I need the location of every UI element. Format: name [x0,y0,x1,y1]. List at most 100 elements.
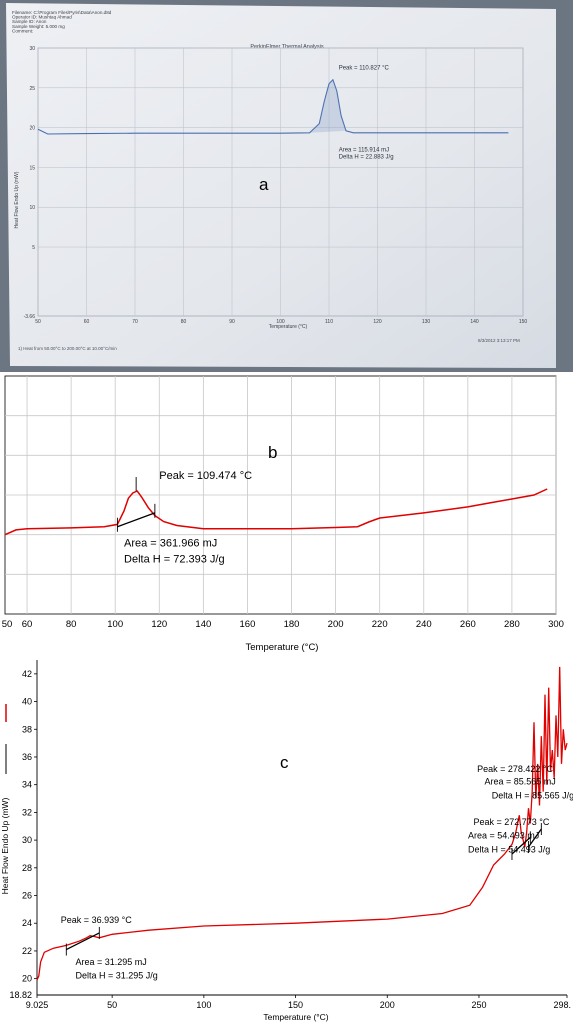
y-axis-label: Heat Flow Endo Up (mW) [0,797,10,894]
chart-b: 50 60 80 100 120 140 160 180 200 220 240 260 280 300 … [2,375,564,653]
x-tick-label: 100 [276,319,285,325]
integration-baseline [511,836,531,855]
x-tick-label: 298. [553,1000,571,1010]
x-tick-label: 120 [373,319,382,325]
x-tick-label: 120 [151,619,167,630]
x-tick-label: 100 [196,1000,211,1010]
y-tick-label: 18.82 [9,990,32,1000]
chart-c: 20 22 24 26 28 30 32 34 36 38 40 42 18.829.025 50 100 1… [0,660,573,1022]
annotation: Peak = 110.827 °C [339,65,390,71]
baseline-markers [116,477,156,532]
tick-labels: 20 22 24 26 28 30 32 34 36 38 40 42 18.829.025 50 100 1… [9,669,571,1010]
y-tick-label: 36 [22,752,32,762]
y-tick-label: 26 [22,891,32,901]
y-tick-label: -3.66 [24,314,36,320]
y-tick-label: 30 [29,46,35,52]
series-line [37,78,509,135]
paper-sheet [6,3,556,368]
header-block: Filename: C:\Program Files\Pyris\Data\An… [12,10,112,33]
annotation: Delta H = 22.883 J/g [339,155,394,161]
panel-label-a: a [259,175,269,194]
y-tick-label: 10 [29,205,35,211]
x-tick-label: 140 [470,319,479,325]
header-line: Sample Weight: 5.000 mg [12,24,65,29]
y-tick-label: 40 [22,697,32,707]
annotations: Peak = 36.939 °C Area = 31.295 mJ Delta H … [61,764,573,980]
footer-right: 8/3/2012 3:13:17 PM [478,338,520,343]
x-tick-label: 80 [181,319,187,325]
x-tick-label: 110 [325,319,333,325]
annotation: Area = 54.493 mJ [468,831,539,841]
y-tick-label: 32 [22,807,32,817]
y-tick-label: 38 [22,724,32,734]
panel-label-b: b [268,443,277,462]
x-axis-label: Temperature (°C) [246,642,319,653]
peak-area [309,79,346,133]
x-tick-label: 200 [328,619,344,630]
header-line: Comment: [12,28,33,33]
header-line: Sample ID: Anon [12,19,47,24]
x-tick-label: 260 [460,619,476,630]
x-tick-label: 250 [471,1000,486,1010]
x-tick-label: 280 [504,619,520,630]
chart-a: Filename: C:\Program Files\Pyris\Data\An… [0,0,573,372]
baseline-markers [65,823,542,956]
series-line [4,488,548,536]
x-tick-label: 50 [2,619,13,630]
x-tick-label: 220 [372,619,388,630]
x-axis-label: Temperature (°C) [263,1012,328,1022]
axes [34,660,568,998]
y-tick-label: 5 [32,245,35,251]
integration-baseline [66,932,100,951]
annotation: Delta H = 85.565 J/g [492,791,573,801]
header-line: Filename: C:\Program Files\Pyris\Data\An… [12,10,112,15]
header-line: Operator ID: Mushtaq Ahmad [12,15,72,20]
panel-a: Filename: C:\Program Files\Pyris\Data\An… [0,0,573,372]
integration-baseline [117,512,156,528]
chart-title: PerkinElmer Thermal Analysis [250,44,324,50]
y-tick-label: 24 [22,918,32,928]
x-tick-label: 130 [422,319,431,325]
annotation: Delta H = 72.393 J/g [124,553,225,565]
x-tick-label: 90 [229,319,235,325]
grid [4,375,557,615]
x-tick-label: 150 [519,319,528,325]
annotation: Peak = 272.773 °C [473,817,549,827]
annotation: Delta H = 54.493 J/g [468,845,550,855]
y-tick-label: 15 [29,165,35,171]
tick-labels: 50 60 70 80 90 100 110 120 130 140 150 30 25 20 15 10 5 -… [24,46,528,325]
y-tick-label: 25 [29,86,35,92]
annotation: Area = 361.966 mJ [124,538,217,550]
x-tick-label: 50 [35,319,41,325]
x-tick-label: 180 [284,619,300,630]
annotation: Peak = 278.422 °C [477,764,553,774]
annotations: Peak = 110.827 °C Area = 115.914 mJDelta … [339,65,394,160]
x-tick-label: 200 [380,1000,395,1010]
x-tick-label: 300 [548,619,564,630]
y-axis-label: Heat Flow Endo Up (mW) [14,171,20,228]
y-tick-label: 34 [22,780,32,790]
integration-baseline [527,828,542,848]
x-axis-label: Temperature (°C) [269,324,308,330]
annotation: Delta H = 31.295 J/g [75,971,157,981]
x-tick-label: 60 [84,319,90,325]
grid [37,47,524,317]
annotation: Area = 115.914 mJ [339,148,389,154]
annotation: Peak = 36.939 °C [61,915,132,925]
y-tick-label: 22 [22,946,32,956]
x-tick-label: 60 [22,619,33,630]
x-tick-label: 150 [288,1000,303,1010]
footer-left: 1) Heat from 50.00°C to 200.00°C at 10.0… [18,346,117,351]
panel-label-c: c [280,753,289,772]
x-tick-label: 70 [132,319,138,325]
x-tick-label: 160 [240,619,256,630]
x-tick-label: 100 [107,619,123,630]
annotation: Area = 85.565 mJ [484,777,555,787]
x-tick-label: 240 [416,619,432,630]
tick-labels: 50 60 80 100 120 140 160 180 200 220 240 260 280 300 [2,619,564,630]
y-tick-label: 20 [22,974,32,984]
x-tick-label: 80 [66,619,77,630]
y-tick-label: 30 [22,835,32,845]
annotation: Peak = 109.474 °C [159,470,252,482]
y-tick-label: 28 [22,863,32,873]
